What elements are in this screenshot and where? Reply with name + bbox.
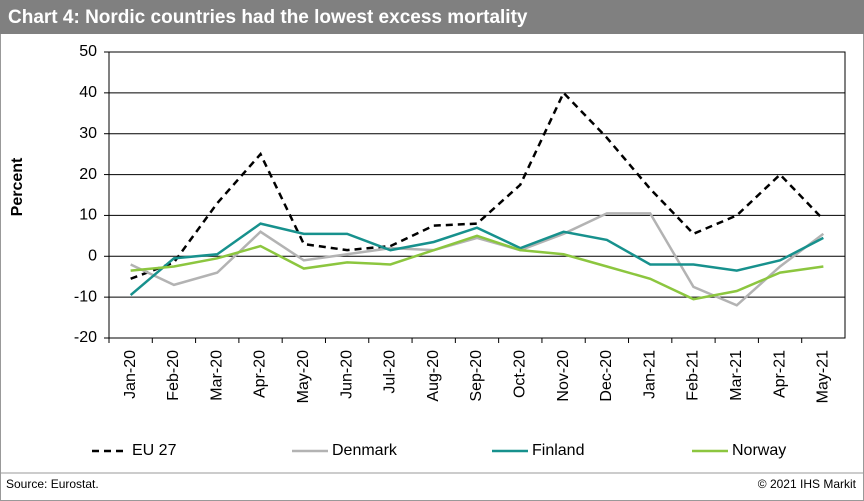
x-tick-label: Nov-20 <box>555 350 572 402</box>
chart-title: Chart 4: Nordic countries had the lowest… <box>8 7 528 28</box>
series-line <box>130 234 824 301</box>
x-tick-label: Feb-21 <box>685 350 702 401</box>
copyright: © 2021 IHS Markit <box>758 477 857 491</box>
x-tick-label: May-20 <box>295 350 312 403</box>
y-tick-label: 30 <box>79 125 97 142</box>
series-line <box>129 222 824 297</box>
y-axis-label: Percent <box>9 157 26 216</box>
y-tick-label: 20 <box>79 166 97 183</box>
x-tick-label: Sep-20 <box>468 350 485 402</box>
x-tick-label: Feb-20 <box>165 350 182 401</box>
x-tick-label: Mar-20 <box>208 350 225 401</box>
legend-label: Denmark <box>332 442 398 459</box>
x-tick-label: Jun-20 <box>338 350 355 399</box>
y-tick-label: -20 <box>74 329 97 346</box>
x-tick-label: Apr-21 <box>771 350 788 398</box>
x-tick-label: Jan-21 <box>641 350 658 399</box>
x-tick-label: May-21 <box>815 350 832 403</box>
y-tick-label: 50 <box>79 43 97 60</box>
plot-border <box>108 51 846 339</box>
y-tick-label: 0 <box>88 248 97 265</box>
source: Source: Eurostat. <box>6 477 99 491</box>
series-line <box>130 90 825 280</box>
legend-label: Finland <box>532 442 584 459</box>
x-tick-label: Apr-20 <box>252 350 269 398</box>
y-tick-label: -10 <box>74 288 97 305</box>
x-tick-label: Dec-20 <box>598 350 615 402</box>
y-tick-label: 10 <box>79 207 97 224</box>
x-tick-label: Jul-20 <box>382 350 399 394</box>
title-bar <box>0 0 864 34</box>
legend-label: EU 27 <box>132 442 177 459</box>
y-tick-label: 40 <box>79 84 97 101</box>
x-tick-label: Jan-20 <box>122 350 139 399</box>
legend-label: Norway <box>732 442 786 459</box>
series-line <box>130 212 825 307</box>
x-tick-label: Aug-20 <box>425 350 442 402</box>
x-tick-label: Oct-20 <box>512 350 529 398</box>
x-tick-label: Mar-21 <box>728 350 745 401</box>
